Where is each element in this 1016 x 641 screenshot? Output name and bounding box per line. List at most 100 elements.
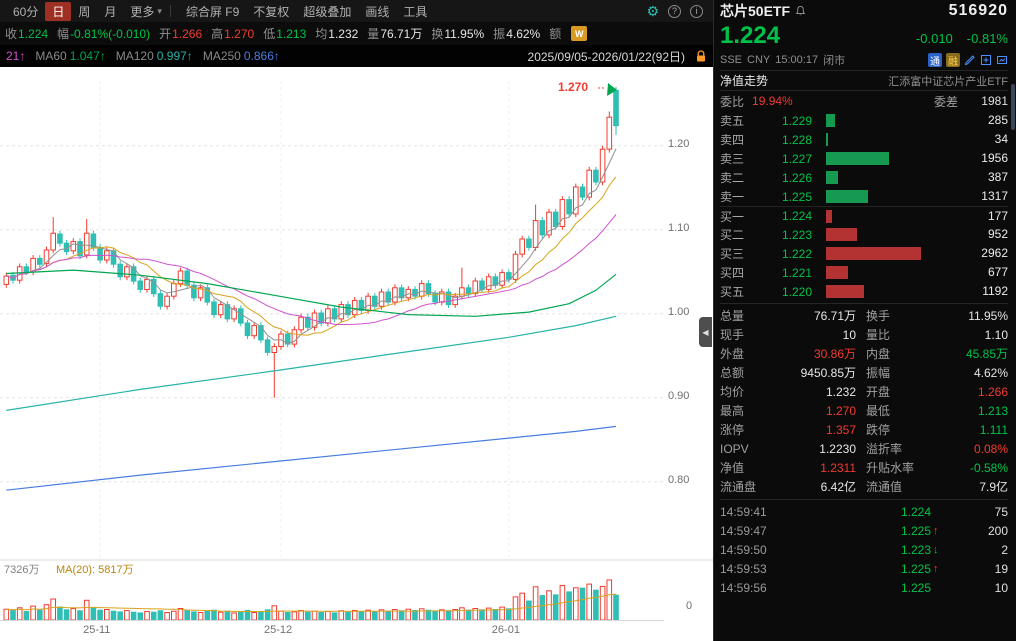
sell-row[interactable]: 卖五1.229285: [720, 111, 1008, 130]
volume-bar: [440, 610, 445, 620]
period-tab[interactable]: 月: [97, 2, 123, 21]
tab-nav-trend[interactable]: 净值走势: [720, 72, 768, 89]
edit-icon[interactable]: [964, 54, 976, 66]
candle-body: [419, 284, 424, 297]
weicha-label: 委差: [934, 93, 958, 110]
ob-level-label: 买一: [720, 208, 756, 225]
toolbar-menu-item[interactable]: 画线: [358, 3, 396, 20]
panel-scrollbar[interactable]: [1011, 84, 1015, 130]
toolbar-menu-item[interactable]: 超级叠加: [296, 3, 358, 20]
fund-full-name: 汇添富中证芯片产业ETF: [888, 73, 1008, 89]
candle-body: [560, 200, 565, 227]
candle-body: [218, 305, 223, 315]
sell-row[interactable]: 卖二1.226387: [720, 168, 1008, 187]
volume-bar: [567, 592, 572, 620]
stat-value: 9450.85万: [764, 364, 856, 381]
candlestick-chart[interactable]: ◀ 1.201.101.000.900.8025-1125-1226-01073…: [0, 67, 713, 641]
candle-body: [466, 288, 471, 294]
stat-label: 总额: [720, 364, 764, 381]
volume-bar: [312, 611, 317, 620]
volume-bar: [285, 613, 290, 621]
volume-bar: [574, 588, 579, 620]
stat-value: 30.86万: [764, 345, 856, 362]
volume-bar: [118, 612, 123, 620]
candle-body: [393, 288, 398, 302]
period-tab[interactable]: 更多: [123, 2, 161, 21]
help-icon[interactable]: ?: [668, 5, 681, 18]
candle-body: [446, 292, 451, 305]
tick-volume: 2: [944, 543, 1008, 557]
toolbar-menu-item[interactable]: 不复权: [246, 3, 296, 20]
ob-price: 1.226: [756, 171, 812, 185]
chart-section: 60分日周月更多 ▾ 综合屏 F9不复权超级叠加画线工具 ⚙ ? i 收1.22…: [0, 0, 713, 641]
toolbar-divider: [170, 5, 171, 17]
badge-rong[interactable]: 融: [946, 53, 960, 67]
date-range-label: 2025/09/05-2026/01/22(92日): [528, 48, 685, 65]
volume-bar: [426, 610, 431, 620]
ob-volume-bar: [826, 266, 848, 279]
quote-stat-item: 均1.232: [315, 25, 358, 42]
volume-bar: [165, 613, 170, 621]
volume-bar: [105, 610, 110, 621]
stat-value: 76.71万: [764, 307, 856, 324]
sell-row[interactable]: 卖三1.2271956: [720, 149, 1008, 168]
x-axis-label: 25-12: [264, 624, 292, 636]
quote-stat-item: 量76.71万: [367, 25, 422, 42]
buy-row[interactable]: 买二1.223952: [720, 225, 1008, 244]
candle-body: [460, 288, 465, 296]
quote-stat-label: 振: [493, 27, 505, 41]
volume-bar: [111, 611, 116, 620]
candle-body: [51, 233, 56, 250]
tick-volume: 19: [944, 562, 1008, 576]
candle-body: [299, 317, 304, 330]
quote-stats: 总量76.71万换手11.95%现手10量比1.10外盘30.86万内盘45.8…: [720, 303, 1008, 496]
lock-icon[interactable]: [695, 50, 707, 63]
period-tab[interactable]: 周: [71, 2, 97, 21]
ob-volume-bar: [826, 247, 921, 260]
buy-row[interactable]: 买五1.2201192: [720, 282, 1008, 301]
period-tab[interactable]: 60分: [6, 2, 45, 21]
volume-bar: [145, 612, 150, 621]
collapse-panel-button[interactable]: ◀: [699, 317, 712, 347]
stat-row: 净值1.2311升贴水率-0.58%: [720, 458, 1008, 477]
candle-body: [165, 296, 170, 306]
price-row: 1.224 -0.010 -0.81%: [720, 22, 1008, 50]
wp-badge-icon[interactable]: W: [571, 26, 587, 41]
grid-icon[interactable]: [980, 54, 992, 66]
volume-bar: [279, 611, 284, 620]
toolbar-menu-item[interactable]: 综合屏 F9: [179, 3, 246, 20]
ob-volume-bar: [826, 152, 889, 165]
candle-body: [239, 309, 244, 323]
badge-tong[interactable]: 通: [928, 53, 942, 67]
volume-bar: [466, 610, 471, 620]
tick-price: 1.225: [901, 524, 931, 538]
stat-value: 45.85万: [918, 345, 1008, 362]
candle-body: [98, 247, 103, 260]
quote-time: 15:00:17: [775, 54, 818, 66]
quote-stat-value: 76.71万: [380, 27, 422, 41]
tick-row: 14:59:531.225↑19: [720, 559, 1008, 578]
y-axis-label: 1.00: [668, 306, 689, 318]
sell-row[interactable]: 卖一1.2251317: [720, 187, 1008, 206]
buy-row[interactable]: 买一1.224177: [720, 206, 1008, 225]
buy-row[interactable]: 买四1.221677: [720, 263, 1008, 282]
tick-time: 14:59:56: [720, 581, 784, 595]
stat-row: 最高1.270最低1.213: [720, 401, 1008, 420]
stat-value: 10: [764, 328, 856, 342]
volume-bar: [192, 612, 197, 620]
buy-row[interactable]: 买三1.2222962: [720, 244, 1008, 263]
ma-value: 1.047↑: [70, 49, 106, 63]
gear-icon[interactable]: ⚙: [646, 3, 659, 20]
sell-row[interactable]: 卖四1.22834: [720, 130, 1008, 149]
mini-chart-icon[interactable]: [996, 54, 1008, 66]
candle-body: [125, 267, 130, 277]
period-tab[interactable]: 日: [45, 2, 71, 21]
volume-bar: [500, 607, 505, 620]
toolbar-menu-item[interactable]: 工具: [396, 3, 434, 20]
volume-bar: [239, 612, 244, 620]
tick-volume: 10: [944, 581, 1008, 595]
info-icon[interactable]: i: [690, 5, 703, 18]
quote-stat-value: -0.81%(-0.010): [70, 27, 150, 41]
bell-icon[interactable]: [795, 5, 806, 17]
ma120-line: [6, 316, 616, 410]
